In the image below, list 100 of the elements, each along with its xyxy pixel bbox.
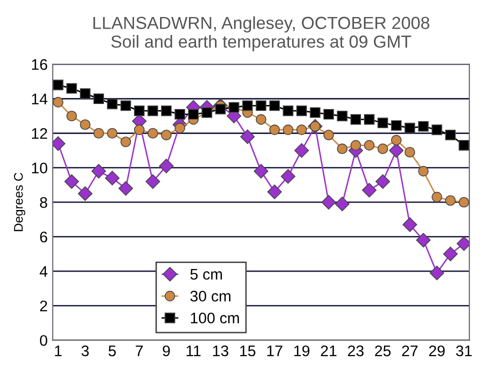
point [256, 100, 266, 111]
point [378, 143, 388, 154]
point [148, 106, 158, 116]
y-tick-label: 6 [40, 232, 48, 242]
point [282, 124, 294, 136]
x-tick-label: 7 [136, 346, 143, 356]
point [416, 232, 431, 248]
point [269, 100, 280, 111]
x-tick-label: 13 [213, 345, 228, 356]
point [269, 124, 280, 136]
point [402, 217, 418, 232]
point [106, 128, 118, 139]
chart-title: LLANSADWRN, Anglesey, OCTOBER 2008 Soil and earth temperatures at 09 GMT [93, 16, 430, 52]
legend-label: 30 cm [190, 290, 230, 302]
point [215, 104, 226, 114]
point [443, 246, 458, 262]
point [336, 143, 348, 154]
x-tick-label: 1 [55, 346, 62, 356]
point [391, 134, 402, 146]
point [282, 106, 294, 116]
point [310, 107, 320, 118]
point [188, 108, 199, 120]
y-tick-label: 8 [40, 197, 48, 208]
point [256, 114, 266, 125]
point [445, 195, 456, 206]
point [296, 124, 307, 136]
legend-label: 5 cm [190, 269, 222, 280]
point [118, 181, 134, 196]
point [66, 83, 77, 94]
point [134, 124, 145, 136]
point [254, 164, 268, 178]
x-tick-label: 5 [108, 346, 116, 356]
point [364, 114, 375, 125]
point [323, 108, 334, 120]
point [350, 114, 362, 125]
point [378, 118, 388, 128]
point [430, 266, 444, 280]
point [93, 93, 104, 104]
point [458, 196, 470, 208]
point [174, 122, 186, 134]
point [294, 143, 309, 158]
point [52, 80, 64, 90]
point [334, 196, 350, 212]
point [120, 100, 132, 111]
x-tick-label: 23 [348, 345, 364, 356]
point [404, 146, 416, 158]
point [362, 182, 377, 198]
x-tick-label: 25 [375, 345, 391, 356]
point [80, 88, 90, 99]
point [91, 164, 106, 178]
point [80, 119, 90, 130]
y-tick-label: 4 [40, 266, 48, 277]
point [323, 130, 334, 140]
y-tick-label: 16 [32, 59, 48, 70]
x-tick-label: 27 [402, 345, 418, 356]
point [432, 192, 442, 202]
point [418, 121, 429, 132]
point [336, 110, 348, 122]
point [364, 140, 375, 151]
y-tick-label: 2 [40, 300, 48, 312]
point [321, 194, 336, 210]
point [350, 140, 362, 151]
y-tick-label: 10 [32, 162, 48, 174]
x-tick-label: 21 [320, 345, 336, 356]
point [78, 186, 92, 201]
point [280, 169, 296, 184]
point [296, 106, 307, 116]
point [242, 100, 253, 111]
point [418, 166, 429, 176]
point [52, 96, 64, 108]
point [174, 108, 186, 120]
y-axis-title: Degrees C [14, 172, 26, 232]
x-tick-label: 31 [456, 345, 472, 356]
x-tick-label: 3 [82, 345, 89, 356]
point [106, 98, 118, 110]
x-tick-label: 29 [429, 345, 445, 356]
point [93, 128, 104, 139]
x-tick-label: 17 [267, 346, 282, 356]
point [432, 124, 442, 136]
x-tick-label: 11 [186, 346, 201, 356]
point [389, 143, 404, 158]
point [240, 129, 255, 144]
point [120, 136, 132, 148]
point [64, 174, 79, 189]
point [391, 120, 402, 131]
y-tick-label: 0 [40, 335, 48, 346]
point [161, 106, 172, 116]
y-tick-label: 14 [32, 94, 48, 104]
point [161, 130, 172, 140]
point [159, 158, 174, 174]
point [104, 170, 120, 186]
y-tick-label: 12 [32, 128, 48, 139]
x-tick-label: 19 [294, 345, 310, 356]
point [134, 106, 145, 116]
legend-label: 100 cm [190, 312, 239, 324]
point [404, 122, 416, 134]
x-tick-label: 15 [240, 346, 256, 356]
point [66, 110, 77, 122]
point [458, 140, 470, 151]
x-tick-label: 9 [162, 345, 170, 356]
